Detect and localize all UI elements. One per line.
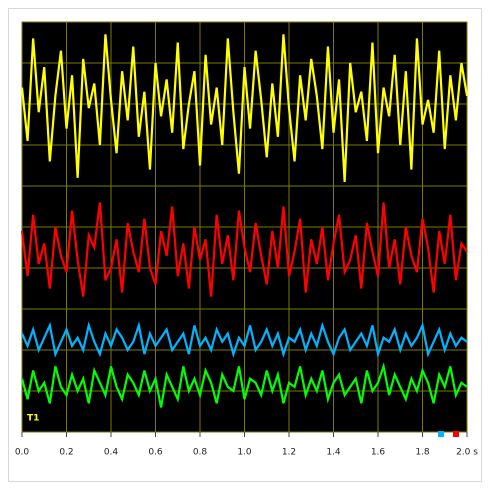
marker bbox=[438, 431, 444, 437]
x-tick-label: 1.4 bbox=[326, 448, 341, 458]
marker bbox=[453, 431, 459, 437]
x-tick-label: 0.2 bbox=[59, 448, 73, 458]
annotation: T1 bbox=[27, 414, 39, 424]
x-tick-label: 0.6 bbox=[148, 448, 163, 458]
x-tick-label: 2.0 s bbox=[456, 448, 478, 458]
x-tick-label: 1.0 bbox=[237, 448, 252, 458]
trace bbox=[20, 34, 469, 182]
x-tick-label: 1.8 bbox=[415, 448, 430, 458]
x-tick-label: 0.8 bbox=[193, 448, 208, 458]
trace bbox=[20, 321, 468, 359]
trace bbox=[20, 202, 468, 297]
x-tick-label: 1.2 bbox=[282, 448, 296, 458]
trace bbox=[20, 362, 468, 408]
x-tick-label: 0.0 bbox=[15, 448, 30, 458]
x-tick-label: 1.6 bbox=[371, 448, 386, 458]
x-tick-label: 0.4 bbox=[104, 448, 119, 458]
